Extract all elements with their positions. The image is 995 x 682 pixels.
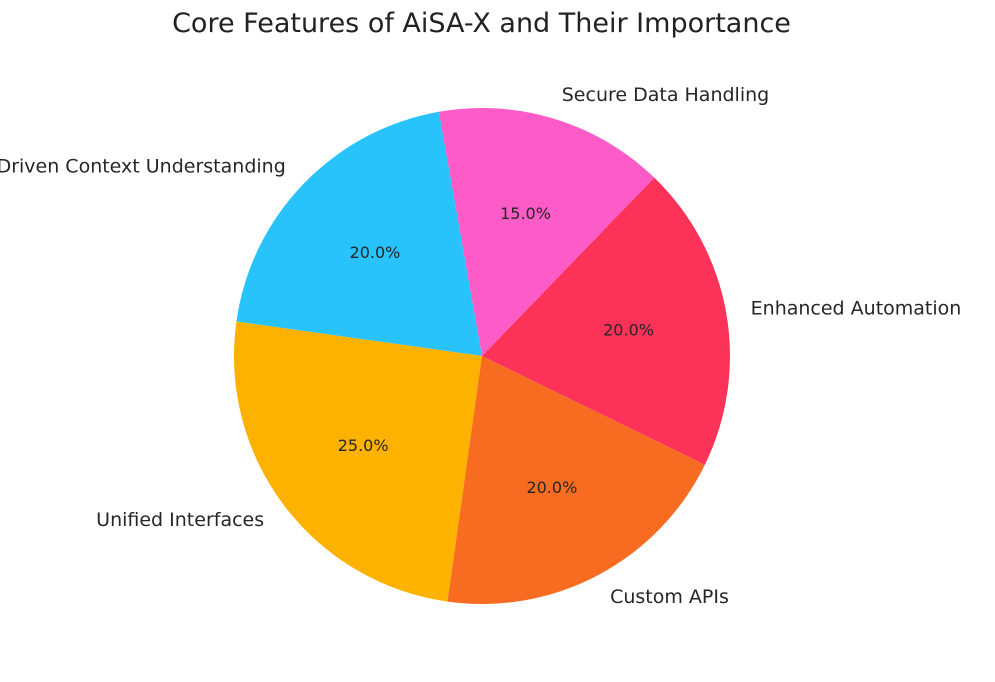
percent-label-secure-data-handling: 15.0%	[500, 204, 551, 223]
percent-labels: 20.0% 25.0% 20.0% 20.0% 15.0%	[338, 204, 654, 497]
category-label-unified-interfaces: Unified Interfaces	[96, 509, 264, 531]
category-label-ai-driven-context-understanding: AI-Driven Context Understanding	[0, 155, 286, 177]
pie-slice-unified-interfaces	[234, 321, 482, 602]
pie-slice-enhanced-automation	[482, 177, 730, 465]
category-label-enhanced-automation: Enhanced Automation	[751, 298, 962, 320]
pie-slice-ai-driven-context-understanding	[236, 111, 482, 357]
chart-title: Core Features of AiSA-X and Their Import…	[172, 8, 791, 39]
percent-label-ai-driven-context-understanding: 20.0%	[350, 243, 401, 262]
category-label-secure-data-handling: Secure Data Handling	[562, 84, 769, 106]
category-label-custom-apis: Custom APIs	[610, 586, 729, 608]
pie-slice-custom-apis	[447, 356, 705, 604]
pie-slice-secure-data-handling	[438, 108, 655, 356]
percent-label-custom-apis: 20.0%	[526, 478, 577, 497]
category-labels: AI-Driven Context Understanding Unified I…	[0, 84, 961, 608]
percent-label-unified-interfaces: 25.0%	[338, 436, 389, 455]
pie-slices	[234, 108, 730, 604]
percent-label-enhanced-automation: 20.0%	[603, 321, 654, 340]
